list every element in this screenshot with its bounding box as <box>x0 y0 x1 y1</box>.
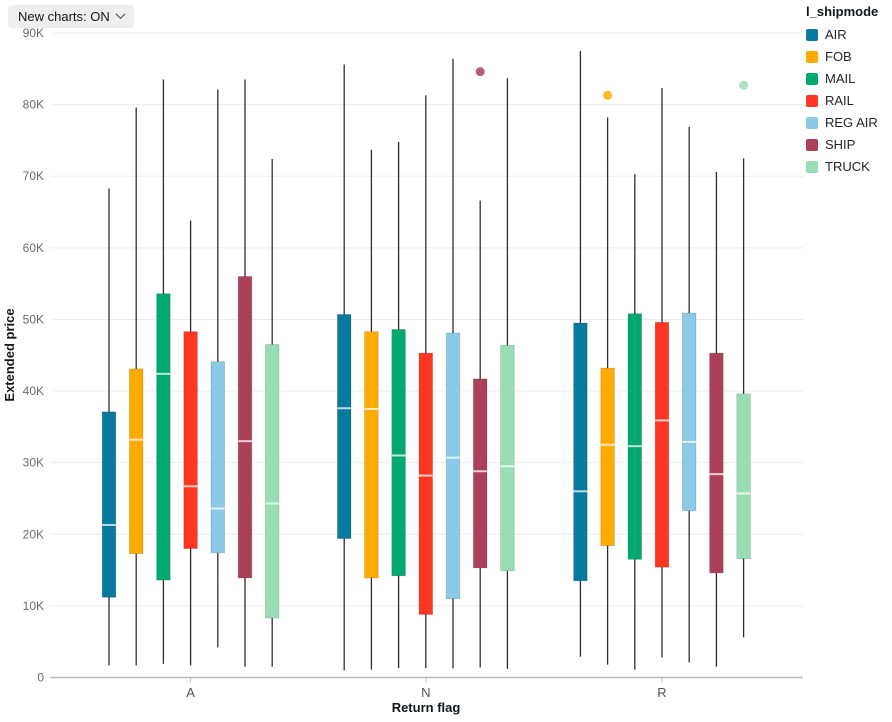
box-AIR-R[interactable] <box>573 322 588 582</box>
legend-item-rail[interactable]: RAIL <box>806 93 892 108</box>
legend-item-fob[interactable]: FOB <box>806 49 892 64</box>
y-tick-label: 0 <box>37 671 44 685</box>
box-AIR-N[interactable] <box>337 314 352 539</box>
box-REG AIR-R[interactable] <box>682 312 697 512</box>
y-tick-label: 10K <box>23 599 44 613</box>
box-RAIL-R[interactable] <box>654 321 670 568</box>
legend-swatch <box>806 138 818 151</box>
y-tick-label: 30K <box>23 456 44 470</box>
box-series <box>101 50 751 671</box>
legend-items: AIR FOB MAIL RAIL REG AIR SHIP TRUCK <box>806 27 892 174</box>
outlier-FOB-R[interactable] <box>603 90 613 100</box>
new-charts-toggle[interactable]: New charts: ON <box>8 5 134 28</box>
chevron-down-icon <box>115 8 126 19</box>
new-charts-toggle-label: New charts: ON <box>18 9 110 24</box>
legend-swatch <box>806 160 818 173</box>
legend-item-ship[interactable]: SHIP <box>806 137 892 152</box>
x-axis-title: Return flag <box>392 700 461 715</box>
legend-item-reg-air[interactable]: REG AIR <box>806 115 892 130</box>
legend: l_shipmode AIR FOB MAIL RAIL REG AIR SHIP TRUC… <box>806 4 892 181</box>
box-MAIL-A[interactable] <box>156 293 171 581</box>
box-SHIP-N[interactable] <box>473 378 488 569</box>
box-RAIL-A[interactable] <box>183 331 198 549</box>
box-RAIL-N[interactable] <box>418 352 433 615</box>
box-FOB-A[interactable] <box>129 368 144 554</box>
legend-swatch <box>806 94 818 107</box>
y-tick-label: 80K <box>23 98 44 112</box>
box-MAIL-R[interactable] <box>627 313 642 560</box>
box-FOB-N[interactable] <box>364 331 379 579</box>
legend-swatch <box>806 50 818 63</box>
y-tick-label: 50K <box>23 312 44 326</box>
y-tick-label: 20K <box>23 527 44 541</box>
legend-item-mail[interactable]: MAIL <box>806 71 892 86</box>
x-category-label: R <box>657 685 666 700</box>
box-TRUCK-N[interactable] <box>500 344 515 572</box>
legend-item-air[interactable]: AIR <box>806 27 892 42</box>
box-AIR-A[interactable] <box>101 411 117 598</box>
outlier-SHIP-N[interactable] <box>475 67 485 77</box>
x-category-label: N <box>421 685 430 700</box>
legend-swatch <box>806 28 818 41</box>
box-TRUCK-R[interactable] <box>736 393 751 560</box>
legend-label: RAIL <box>825 93 854 108</box>
box-REG AIR-A[interactable] <box>210 361 225 554</box>
legend-label: TRUCK <box>825 159 870 174</box>
legend-label: AIR <box>825 27 847 42</box>
gridlines: 0 10K 20K 30K 40K 50K 60K 70K 80K 90K <box>23 26 803 685</box>
y-tick-label: 60K <box>23 241 44 255</box>
outlier-TRUCK-R[interactable] <box>739 80 749 90</box>
box-FOB-R[interactable] <box>600 367 615 547</box>
legend-item-truck[interactable]: TRUCK <box>806 159 892 174</box>
box-MAIL-N[interactable] <box>391 329 406 577</box>
y-tick-label: 70K <box>23 169 44 183</box>
y-tick-label: 90K <box>23 26 44 40</box>
legend-label: MAIL <box>825 71 856 86</box>
legend-title: l_shipmode <box>806 4 879 19</box>
box-SHIP-R[interactable] <box>709 352 724 574</box>
legend-label: REG AIR <box>825 115 878 130</box>
legend-label: SHIP <box>825 137 856 152</box>
x-category-label: A <box>186 685 195 700</box>
y-axis-title: Extended price <box>2 308 17 401</box>
box-SHIP-A[interactable] <box>237 276 253 579</box>
legend-swatch <box>806 72 818 85</box>
y-tick-label: 40K <box>23 384 44 398</box>
legend-label: FOB <box>825 49 852 64</box>
box-TRUCK-A[interactable] <box>265 344 280 619</box>
legend-swatch <box>806 116 818 129</box>
box-REG AIR-N[interactable] <box>445 332 461 600</box>
